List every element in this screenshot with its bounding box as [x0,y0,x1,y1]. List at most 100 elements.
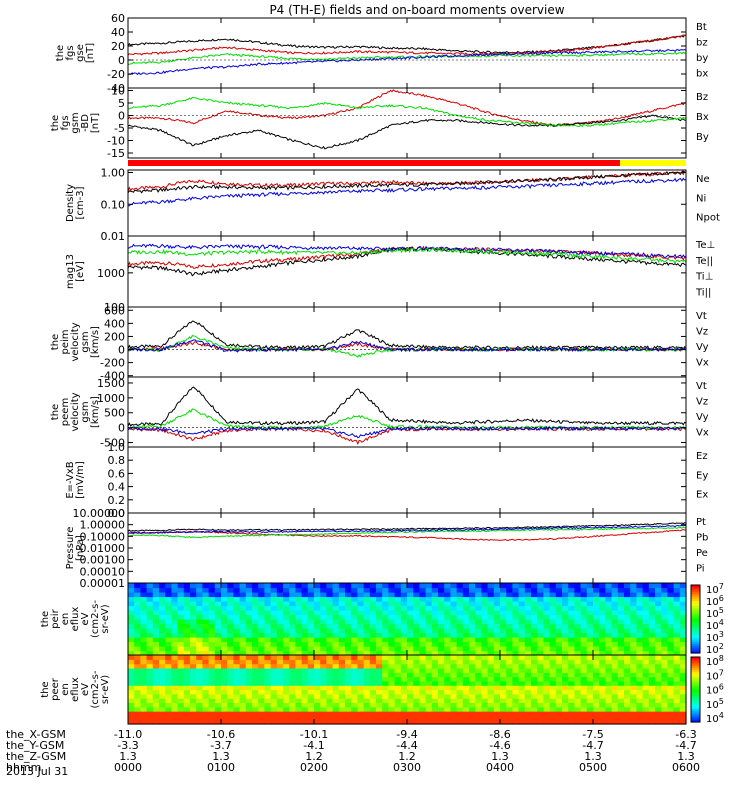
spectrogram-cell [518,706,526,712]
spectrogram-cell [202,623,210,629]
spectrogram-cell [196,719,203,725]
spectrogram-cell [493,693,501,699]
spectrogram-cell [512,706,520,712]
spectrogram-cell [630,659,637,665]
spectrogram-cell [624,689,631,695]
spectrogram-cell [655,693,662,699]
spectrogram-cell [221,672,228,678]
spectrogram-cell [512,672,520,678]
spectrogram-cell [357,706,365,712]
spectrogram-cell [369,641,377,647]
spectrogram-cell [146,601,154,607]
spectrogram-cell [506,680,513,686]
series-line-Vt [128,386,686,427]
spectrogram-cell [338,706,346,712]
spectrogram-cell [270,596,278,602]
spectrogram-cell [363,605,371,611]
spectrogram-cell [146,650,154,656]
spectrogram-cell [177,680,185,686]
spectrogram-cell [617,583,625,589]
spectrogram-cell [307,583,315,589]
spectrogram-cell [648,628,656,634]
y-tick-label: 1.00000 [80,519,126,532]
spectrogram-cell [221,655,228,660]
spectrogram-cell [661,583,668,589]
spectrogram-cell [673,676,681,682]
spectrogram-cell [648,641,656,647]
spectrogram-cell [140,587,148,593]
spectrogram-cell [320,689,327,695]
spectrogram-cell [239,663,247,669]
spectrogram-cell [369,632,377,638]
colorbar-step [691,698,700,701]
spectrogram-cell [382,715,389,721]
spectrogram-cell [258,646,265,652]
spectrogram-cell [574,719,582,725]
spectrogram-cell [407,689,414,695]
spectrogram-cell [140,605,148,611]
spectrogram-cell [562,601,569,607]
spectrogram-cell [419,672,427,678]
spectrogram-cell [506,605,513,611]
spectrogram-cell [276,641,284,647]
colorbar-step [691,657,700,660]
spectrogram-cell [642,693,650,699]
spectrogram-cell [661,663,668,669]
spectrogram-cell [648,650,656,656]
spectrogram-cell [419,702,427,708]
spectrogram-cell [673,693,681,699]
spectrogram-cell [456,702,464,708]
spectrogram-cell [382,711,389,716]
spectrogram-cell [431,623,439,629]
spectrogram-cell [314,663,321,669]
spectrogram-cell [320,719,327,725]
y-axis-label-line: eV [80,612,91,625]
spectrogram-cell [562,646,569,652]
spectrogram-cell [636,663,644,669]
spectrogram-cell [456,605,464,611]
spectrogram-cell [357,715,365,721]
spectrogram-cell [159,702,166,708]
spectrogram-cell [314,610,321,616]
spectrogram-cell [630,715,637,721]
spectrogram-cell [531,719,538,725]
xaxis-value: -6.3 [675,728,696,741]
spectrogram-cell [655,702,662,708]
spectrogram-cell [481,680,489,686]
series-line-Bx [128,114,686,150]
spectrogram-cell [233,719,241,725]
spectrogram-cell [400,628,408,634]
spectrogram-cell [593,689,600,695]
spectrogram-cell [345,711,352,716]
spectrogram-cell [351,646,358,652]
spectrogram-cell [289,605,296,611]
spectrogram-cell [245,719,253,725]
spectrogram-cell [326,628,334,634]
spectrogram-cell [469,719,476,725]
spectrogram-cell [171,637,179,643]
spectrogram-cell [419,711,427,716]
spectrogram-cell [624,596,631,602]
legend-By: By [696,132,709,143]
spectrogram-cell [630,693,637,699]
spectrogram-cell [512,596,520,602]
spectrogram-cell [630,610,637,616]
spectrogram-cell [196,715,203,721]
spectrogram-cell [264,693,272,699]
spectrogram-cell [221,715,228,721]
spectrogram-cell [500,680,507,686]
spectrogram-cell [233,685,241,691]
spectrogram-cell [196,619,203,625]
colorbar-step [691,683,700,686]
spectrogram-cell [593,605,600,611]
spectrogram-cell [493,632,501,638]
spectrogram-cell [400,659,408,665]
spectrogram-cell [233,614,241,620]
spectrogram-cell [648,663,656,669]
spectrogram-cell [369,715,377,721]
spectrogram-cell [549,706,557,712]
spectrogram-cell [307,610,315,616]
spectrogram-cell [208,689,216,695]
spectrogram-cell [456,628,464,634]
spectrogram-cell [196,711,203,716]
